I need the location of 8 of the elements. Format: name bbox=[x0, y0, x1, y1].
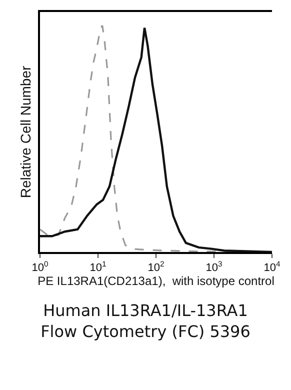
x-tick-label: 10$^{0}$ bbox=[32, 259, 48, 274]
x-axis-title: PE IL13RA1(CD213a1), with isotype control bbox=[38, 274, 274, 288]
x-tick-label: 10$^{2}$ bbox=[148, 259, 164, 274]
text: Human IL13RA1/IL-13RA1 Flow Cytometry (FC) 5396 bbox=[40, 300, 252, 342]
x-tick-label: 10$^{3}$ bbox=[206, 259, 222, 274]
x-tick-label: 10$^{1}$ bbox=[90, 259, 106, 274]
x-tick-label: 10$^{4}$ bbox=[264, 259, 281, 274]
y-axis-title: Relative Cell Number bbox=[17, 66, 34, 198]
